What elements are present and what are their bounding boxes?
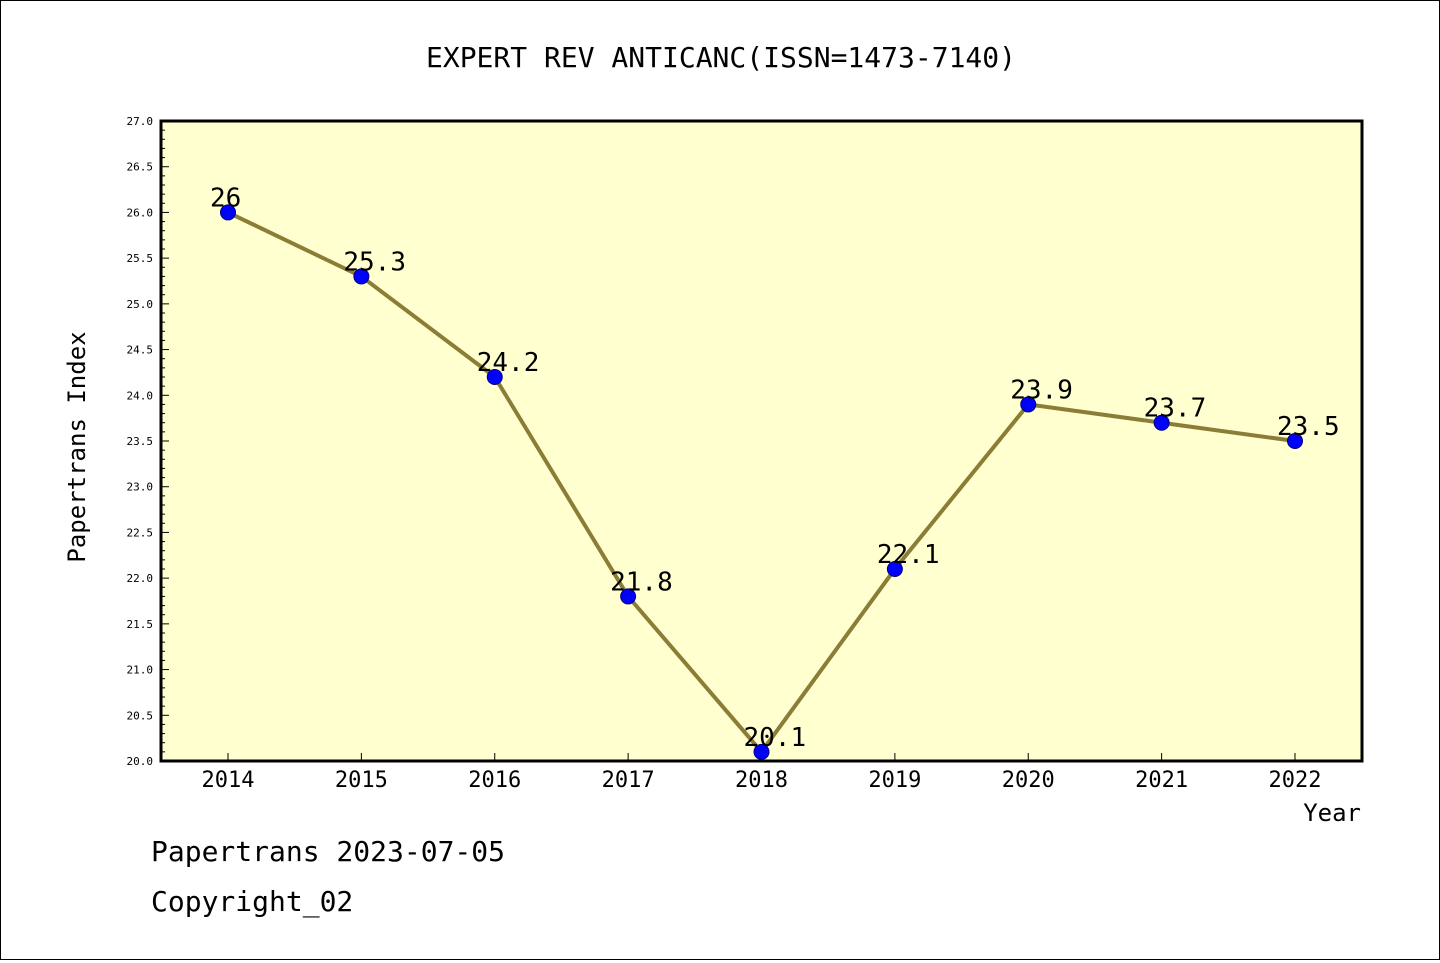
data-label: 23.9 — [1010, 375, 1073, 405]
y-tick-label: 26.5 — [127, 161, 154, 174]
data-point — [1020, 396, 1037, 413]
x-tick-label: 2018 — [735, 768, 788, 793]
y-tick-label: 22.5 — [127, 526, 154, 539]
y-tick-label: 20.0 — [127, 755, 154, 768]
data-label: 23.7 — [1144, 394, 1207, 424]
chart-title: EXPERT REV ANTICANC(ISSN=1473-7140) — [426, 41, 1016, 74]
x-tick-label: 2017 — [602, 768, 655, 793]
data-label: 24.2 — [477, 348, 540, 378]
data-label: 21.8 — [610, 567, 673, 597]
x-tick-label: 2019 — [868, 768, 921, 793]
data-label: 22.1 — [877, 540, 940, 570]
y-tick-label: 25.5 — [127, 252, 154, 265]
y-tick-label: 23.5 — [127, 435, 154, 448]
footer-copyright: Copyright_02 — [151, 885, 354, 918]
plot-area — [161, 121, 1362, 761]
data-point — [620, 588, 637, 605]
data-label: 20.1 — [744, 723, 807, 753]
x-tick-label: 2014 — [202, 768, 255, 793]
data-point — [486, 369, 503, 385]
y-tick-label: 26.0 — [127, 206, 154, 219]
y-axis-title: Papertrans Index — [63, 331, 91, 562]
y-tick-label: 25.0 — [127, 298, 154, 311]
y-tick-label: 27.0 — [127, 115, 154, 128]
data-point — [1153, 414, 1170, 431]
y-tick-label: 20.5 — [127, 709, 154, 722]
data-label: 23.5 — [1277, 412, 1340, 442]
data-point — [220, 204, 236, 221]
data-label: 26 — [210, 183, 241, 213]
x-tick-label: 2022 — [1269, 768, 1322, 793]
plot-frame — [159, 119, 1364, 763]
data-labels: 26 25.3 24.2 21.8 20.1 22.1 23.9 23.7 23.5 — [210, 183, 1340, 752]
y-tick-label: 24.5 — [127, 344, 154, 357]
footer-date: Papertrans 2023-07-05 — [151, 835, 506, 868]
x-tick-label: 2020 — [1002, 768, 1055, 793]
x-tick-label: 2016 — [468, 768, 521, 793]
y-tick-label: 21.0 — [127, 664, 154, 677]
x-tick-label: 2021 — [1135, 768, 1188, 793]
data-label: 25.3 — [343, 247, 406, 277]
y-tick-label: 21.5 — [127, 618, 154, 631]
y-tick-label: 23.0 — [127, 481, 154, 494]
data-markers — [220, 204, 1303, 760]
x-tick-label: 2015 — [335, 768, 388, 793]
x-axis: 2014 2015 2016 2017 2018 2019 2020 2021 2022 — [202, 753, 1322, 793]
y-tick-label: 24.0 — [127, 389, 154, 402]
data-point — [753, 743, 770, 760]
x-axis-title: Year — [1303, 799, 1361, 827]
data-point — [1287, 433, 1303, 449]
data-point — [353, 268, 370, 285]
y-tick-label: 22.0 — [127, 572, 154, 585]
data-point — [886, 561, 903, 577]
